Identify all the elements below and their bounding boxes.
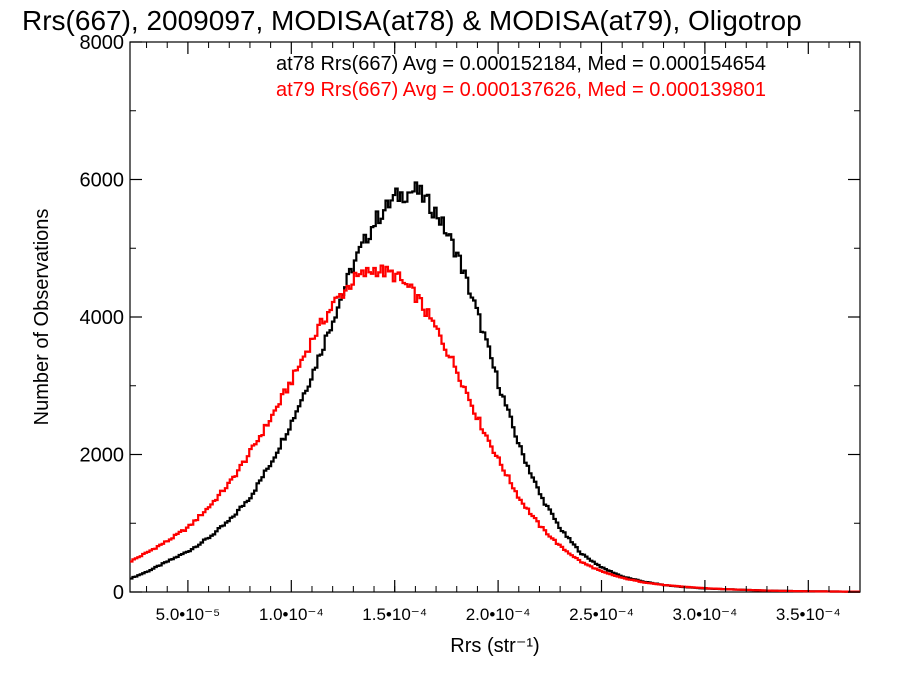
- annotation-at79-stats: at79 Rrs(667) Avg = 0.000137626, Med = 0…: [276, 79, 766, 101]
- x-tick-label: 2.0•10⁻⁴: [466, 605, 531, 624]
- x-tick-label: 5.0•10⁻⁵: [156, 605, 221, 624]
- y-tick-label: 2000: [80, 445, 125, 467]
- x-tick-label: 1.0•10⁻⁴: [259, 605, 324, 624]
- y-tick-label: 6000: [80, 170, 125, 192]
- x-tick-label: 3.0•10⁻⁴: [673, 605, 738, 624]
- histogram-series-0: [130, 181, 860, 593]
- y-tick-label: 4000: [80, 307, 125, 329]
- y-tick-label: 8000: [80, 32, 125, 54]
- annotation-at78-stats: at78 Rrs(667) Avg = 0.000152184, Med = 0…: [276, 53, 766, 75]
- x-tick-label: 1.5•10⁻⁴: [362, 605, 427, 624]
- x-tick-label: 3.5•10⁻⁴: [776, 605, 841, 624]
- y-tick-label: 0: [113, 582, 124, 604]
- axis-layer: 0 2000 4000 6000 8000 5.0•10⁻⁵ 1.0•10⁻⁴ 1.5•10⁻…: [80, 32, 860, 624]
- histogram-series-1: [130, 264, 860, 593]
- x-tick-label: 2.5•10⁻⁴: [569, 605, 634, 624]
- series-layer: [130, 181, 860, 593]
- chart-title: Rrs(667), 2009097, MODISA(at78) & MODISA…: [22, 5, 802, 36]
- x-axis-label: Rrs (str⁻¹): [450, 635, 539, 657]
- y-axis-label: Number of Observations: [31, 209, 53, 426]
